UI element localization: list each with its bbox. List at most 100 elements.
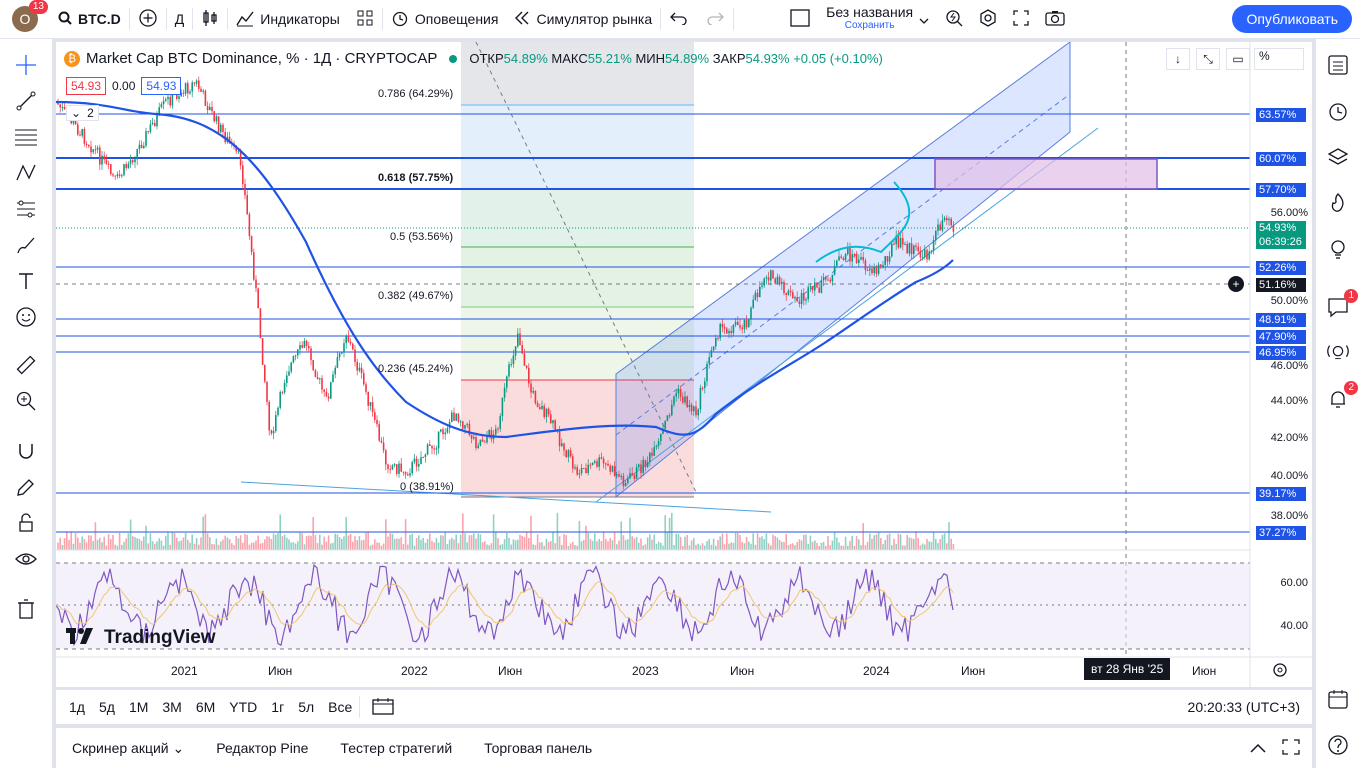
ideas-bulb-icon[interactable] [1324,235,1352,263]
publish-button[interactable]: Опубликовать [1232,5,1352,33]
tab-strategy-tester[interactable]: Тестер стратегий [340,740,453,756]
chart-title[interactable]: Market Cap BTC Dominance, % · 1Д · CRYPT… [86,50,438,67]
save-link[interactable]: Сохранить [844,20,895,31]
volume-bar [514,540,517,550]
candle-body [666,415,669,421]
undo-button[interactable] [661,0,697,38]
clock-display[interactable]: 20:20:33 (UTC+3) [1187,699,1300,715]
quick-search-button[interactable] [937,0,971,38]
volume-bar [160,540,163,550]
timeframe-button[interactable]: 1М [128,699,149,715]
arrow-down-icon[interactable]: ↓ [1166,48,1190,70]
price-tick: 56.00% [1270,207,1308,219]
maximize-panel-icon[interactable] [1282,738,1300,758]
eye-icon[interactable] [12,545,40,573]
timeframe-button[interactable]: 1г [271,699,285,715]
indicators-button[interactable]: Индикаторы [228,0,348,38]
volume-bar [158,538,160,550]
ruler-icon[interactable] [12,351,40,379]
candle-body [484,441,486,443]
user-avatar[interactable]: O 13 [12,0,48,32]
snapshot-button[interactable] [1037,0,1073,38]
volume-bar [332,542,334,550]
candle-body [794,297,796,299]
fullscreen-button[interactable] [1005,0,1037,38]
volume-bar [195,538,198,550]
settings-button[interactable] [971,0,1005,38]
candle-body [928,251,930,260]
chevron-up-icon[interactable] [1250,741,1266,756]
text-tool-icon[interactable] [12,267,40,295]
timeframe-button[interactable]: 5д [98,699,115,715]
price-tag: 52.26% [1256,261,1306,275]
add-alert-plus-icon[interactable]: + [1228,276,1244,292]
timeframe-button[interactable]: YTD [229,699,258,715]
crosshair-tool-icon[interactable] [12,51,40,79]
volume-bar [239,535,242,550]
chat-icon[interactable]: 1 [1324,289,1358,321]
sell-price[interactable]: 54.93 [66,77,107,95]
clock-alert-icon[interactable] [1324,97,1352,125]
zoom-in-icon[interactable] [12,387,40,415]
templates-button[interactable] [348,0,382,38]
magnet-icon[interactable] [12,437,40,465]
alerts-button[interactable]: Оповещения [383,0,507,38]
candle-style-button[interactable] [193,0,227,38]
watchlist-icon[interactable] [1324,51,1352,79]
tab-pine-editor[interactable]: Редактор Pine [216,740,309,756]
calendar-icon[interactable] [1324,685,1352,713]
brush-tool-icon[interactable] [12,231,40,259]
layers-icon[interactable] [1324,143,1352,171]
smiley-icon[interactable] [12,303,40,331]
date-range-icon[interactable] [360,697,406,718]
volume-bar [411,533,413,550]
volume-bar [209,537,211,550]
candle-body [349,341,352,344]
timeframe-button[interactable]: 6М [195,699,216,715]
streams-icon[interactable] [1324,339,1352,367]
compare-button[interactable] [130,0,166,38]
chart-pane[interactable]: ₿ Market Cap BTC Dominance, % · 1Д · CRY… [56,42,1312,687]
prediction-tool-icon[interactable] [12,195,40,223]
pattern-tool-icon[interactable] [12,159,40,187]
volume-bar [451,537,453,550]
candle-body [653,447,655,456]
scale-unit-button[interactable]: % [1254,48,1304,70]
auto-scale-gear-icon[interactable] [1272,662,1288,681]
volume-bar [710,544,713,550]
volume-bar [74,533,77,550]
help-icon[interactable] [1324,731,1352,759]
volume-bar [94,522,97,550]
layout-menu[interactable]: Без названия Сохранить [782,0,937,38]
replay-button[interactable]: Симулятор рынка [506,0,660,38]
pencil-lock-icon[interactable] [12,473,40,501]
timeframe-button[interactable]: 1д [69,699,85,715]
candle-body [589,464,592,466]
collapse-icon[interactable]: ⤡ [1196,48,1220,70]
volume-bar [864,545,867,550]
redo-button[interactable] [697,0,733,38]
candle-body [519,333,521,346]
buy-price[interactable]: 54.93 [141,77,182,95]
maximize-icon[interactable]: ▭ [1226,48,1250,70]
candle-body [818,287,820,293]
notifications-bell-icon[interactable]: 2 [1324,381,1358,413]
volume-bar [167,532,169,550]
hotlist-flame-icon[interactable] [1324,189,1352,217]
candle-body [941,220,944,231]
trend-line-tool-icon[interactable] [12,87,40,115]
fib-tool-icon[interactable] [12,123,40,151]
interval-button[interactable]: Д [174,11,185,27]
timeframe-button[interactable]: 5л [298,699,315,715]
volume-bar [910,538,913,550]
tab-screener[interactable]: Скринер акций ⌄ [72,739,185,756]
trash-icon[interactable] [12,595,40,623]
indicator-collapse[interactable]: ⌄ 2 [66,105,99,121]
price-chart-canvas[interactable] [56,42,1312,687]
timeframe-button[interactable]: Все [328,699,353,715]
lock-icon[interactable] [12,509,40,537]
symbol-search-button[interactable]: BTC.D [50,0,129,38]
timeframe-list: 1д 5д 1М 3М 6М YTD 1г 5л Все [56,699,359,715]
tab-trading-panel[interactable]: Торговая панель [484,740,593,756]
timeframe-button[interactable]: 3М [162,699,182,715]
